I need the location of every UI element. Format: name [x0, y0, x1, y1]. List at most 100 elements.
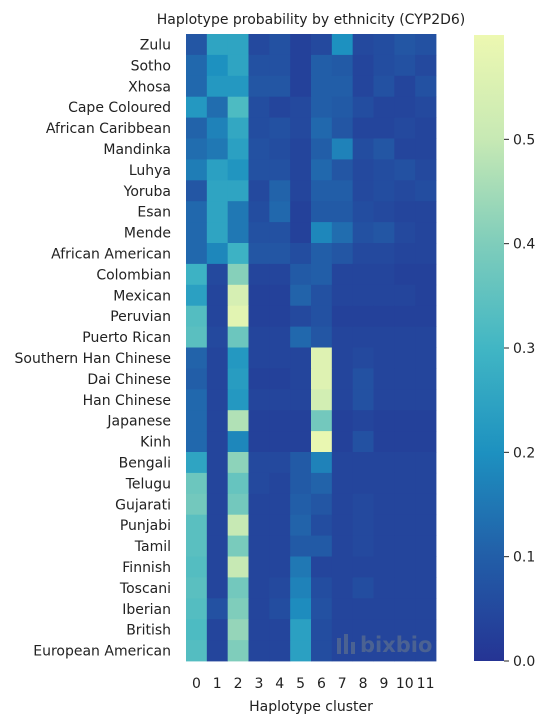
- heatmap-cell: [331, 159, 354, 181]
- heatmap-cell: [206, 577, 229, 599]
- heatmap-cell: [415, 410, 437, 432]
- heatmap-cell: [290, 347, 312, 369]
- heatmap-cell: [290, 34, 312, 56]
- y-tick-label: Tamil: [134, 539, 171, 555]
- bar-chart-logo-icon: [337, 634, 355, 654]
- heatmap-cell: [373, 514, 395, 536]
- heatmap-cell: [248, 431, 270, 453]
- heatmap-cell: [311, 431, 333, 453]
- heatmap-cell: [394, 368, 416, 390]
- heatmap-cell: [186, 138, 208, 160]
- heatmap-cell: [186, 577, 208, 599]
- heatmap-cell: [331, 75, 354, 98]
- heatmap-cell: [331, 577, 354, 599]
- heatmap-cell: [415, 640, 437, 662]
- heatmap-cell: [352, 431, 374, 453]
- heatmap-cell: [269, 54, 291, 77]
- heatmap-cell: [394, 389, 416, 411]
- heatmap-cell: [394, 201, 416, 223]
- heatmap-cell: [415, 514, 437, 536]
- heatmap-cell: [248, 54, 270, 77]
- heatmap-cell: [206, 389, 229, 411]
- heatmap-cell: [248, 284, 270, 307]
- heatmap-cell: [269, 201, 291, 223]
- heatmap-cell: [248, 222, 270, 244]
- heatmap-cell: [331, 96, 354, 118]
- heatmap-cell: [331, 222, 354, 244]
- y-tick-labels: Zulu Sotho Xhosa Cape Coloured African Carib…: [15, 37, 172, 659]
- heatmap-cell: [269, 75, 291, 98]
- heatmap-cell: [373, 201, 395, 223]
- heatmap-cell: [311, 96, 333, 118]
- heatmap-cell: [311, 577, 333, 599]
- heatmap-cell: [248, 389, 270, 411]
- heatmap-cell: [290, 138, 312, 160]
- heatmap-cell: [415, 535, 437, 557]
- y-tick-label: Yoruba: [123, 184, 171, 200]
- heatmap-cell: [227, 138, 249, 160]
- heatmap-cell: [331, 556, 354, 578]
- heatmap-cell: [394, 598, 416, 620]
- heatmap-cell: [206, 54, 229, 77]
- heatmap-cell: [373, 263, 395, 286]
- heatmap-cell: [394, 619, 416, 641]
- heatmap-cell: [352, 243, 374, 265]
- heatmap-cell: [352, 577, 374, 599]
- heatmap-cell: [186, 389, 208, 411]
- heatmap-cell: [206, 96, 229, 118]
- heatmap-cell: [186, 472, 208, 495]
- heatmap-cell: [311, 556, 333, 578]
- heatmap-cell: [290, 535, 312, 557]
- heatmap-cell: [311, 305, 333, 327]
- heatmap-cell: [331, 201, 354, 223]
- heatmap-cell: [373, 34, 395, 56]
- heatmap-cell: [186, 347, 208, 369]
- heatmap-cell: [248, 326, 270, 348]
- heatmap-cell: [269, 222, 291, 244]
- heatmap-cell: [206, 431, 229, 453]
- heatmap-cell: [415, 619, 437, 641]
- heatmap-cell: [186, 535, 208, 557]
- heatmap-cell: [394, 54, 416, 77]
- heatmap-cell: [373, 577, 395, 599]
- heatmap-cell: [373, 54, 395, 77]
- heatmap-cell: [311, 34, 333, 56]
- heatmap-cell: [394, 410, 416, 432]
- heatmap-cell: [415, 431, 437, 453]
- heatmap-cell: [352, 514, 374, 536]
- heatmap-cell: [331, 117, 354, 139]
- heatmap-cell: [248, 34, 270, 56]
- heatmap-cell: [394, 117, 416, 139]
- heatmap-cell: [206, 493, 229, 516]
- heatmap-cell: [415, 222, 437, 244]
- heatmap-cell: [311, 326, 333, 348]
- heatmap-cell: [331, 347, 354, 369]
- colorbar-tick-label: 0.2: [513, 445, 535, 461]
- heatmap-cell: [415, 389, 437, 411]
- heatmap-cell: [269, 493, 291, 516]
- heatmap-cell: [186, 34, 208, 56]
- heatmap-cell: [248, 493, 270, 516]
- heatmap-cell: [269, 472, 291, 495]
- heatmap-cell: [394, 263, 416, 286]
- heatmap-cell: [352, 472, 374, 495]
- heatmap-cell: [352, 54, 374, 77]
- heatmap-cell: [269, 452, 291, 474]
- heatmap-cell: [290, 431, 312, 453]
- heatmap-cell: [394, 159, 416, 181]
- heatmap-cell: [206, 640, 229, 662]
- heatmap-cell: [415, 201, 437, 223]
- heatmap-cell: [311, 263, 333, 286]
- heatmap-cell: [290, 452, 312, 474]
- heatmap-cell: [352, 556, 374, 578]
- heatmap-cell: [186, 452, 208, 474]
- heatmap-cell: [290, 263, 312, 286]
- heatmap-cell: [206, 535, 229, 557]
- heatmap-cell: [186, 619, 208, 641]
- heatmap-cell: [373, 493, 395, 516]
- x-tick-label: 6: [317, 676, 326, 692]
- heatmap-cell: [186, 159, 208, 181]
- watermark: bixbio: [336, 633, 432, 657]
- heatmap-cell: [269, 159, 291, 181]
- heatmap-cell: [373, 472, 395, 495]
